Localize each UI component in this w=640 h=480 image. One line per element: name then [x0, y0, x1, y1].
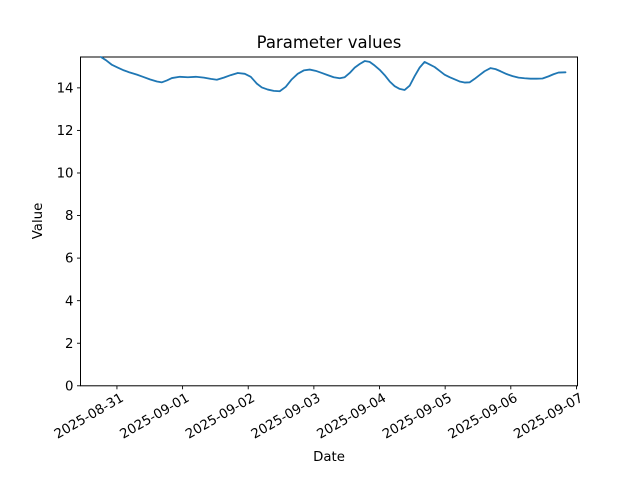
y-tick-label: 8 — [65, 209, 73, 224]
y-tick-label: 12 — [57, 124, 74, 139]
x-tick-group: 2025-08-312025-09-012025-09-022025-09-03… — [52, 385, 586, 443]
x-tick-label: 2025-09-02 — [183, 391, 257, 443]
y-tick-label: 10 — [57, 167, 74, 182]
x-axis-label: Date — [313, 450, 345, 465]
x-tick-label: 2025-09-04 — [315, 391, 389, 443]
plot-area-border — [80, 56, 578, 387]
x-tick-label: 2025-09-06 — [446, 391, 520, 443]
y-tick-group: 0 2 4 6 8 10 12 14 — [57, 81, 81, 394]
y-tick-label: 2 — [65, 337, 73, 352]
chart-title: Parameter values — [257, 33, 402, 52]
x-tick-label: 2025-08-31 — [52, 391, 126, 443]
x-tick-label: 2025-09-03 — [249, 391, 323, 443]
data-series-group — [100, 56, 567, 93]
y-tick-label: 4 — [65, 294, 73, 309]
x-tick-label: 2025-09-07 — [512, 391, 586, 443]
y-tick-label: 6 — [65, 252, 73, 267]
y-tick-label: 14 — [57, 81, 74, 96]
x-tick-label: 2025-09-05 — [380, 391, 454, 443]
x-tick-label: 2025-09-01 — [118, 391, 192, 443]
data-line — [100, 56, 567, 93]
y-axis-label: Value — [31, 203, 46, 240]
y-tick-label: 0 — [65, 379, 73, 394]
